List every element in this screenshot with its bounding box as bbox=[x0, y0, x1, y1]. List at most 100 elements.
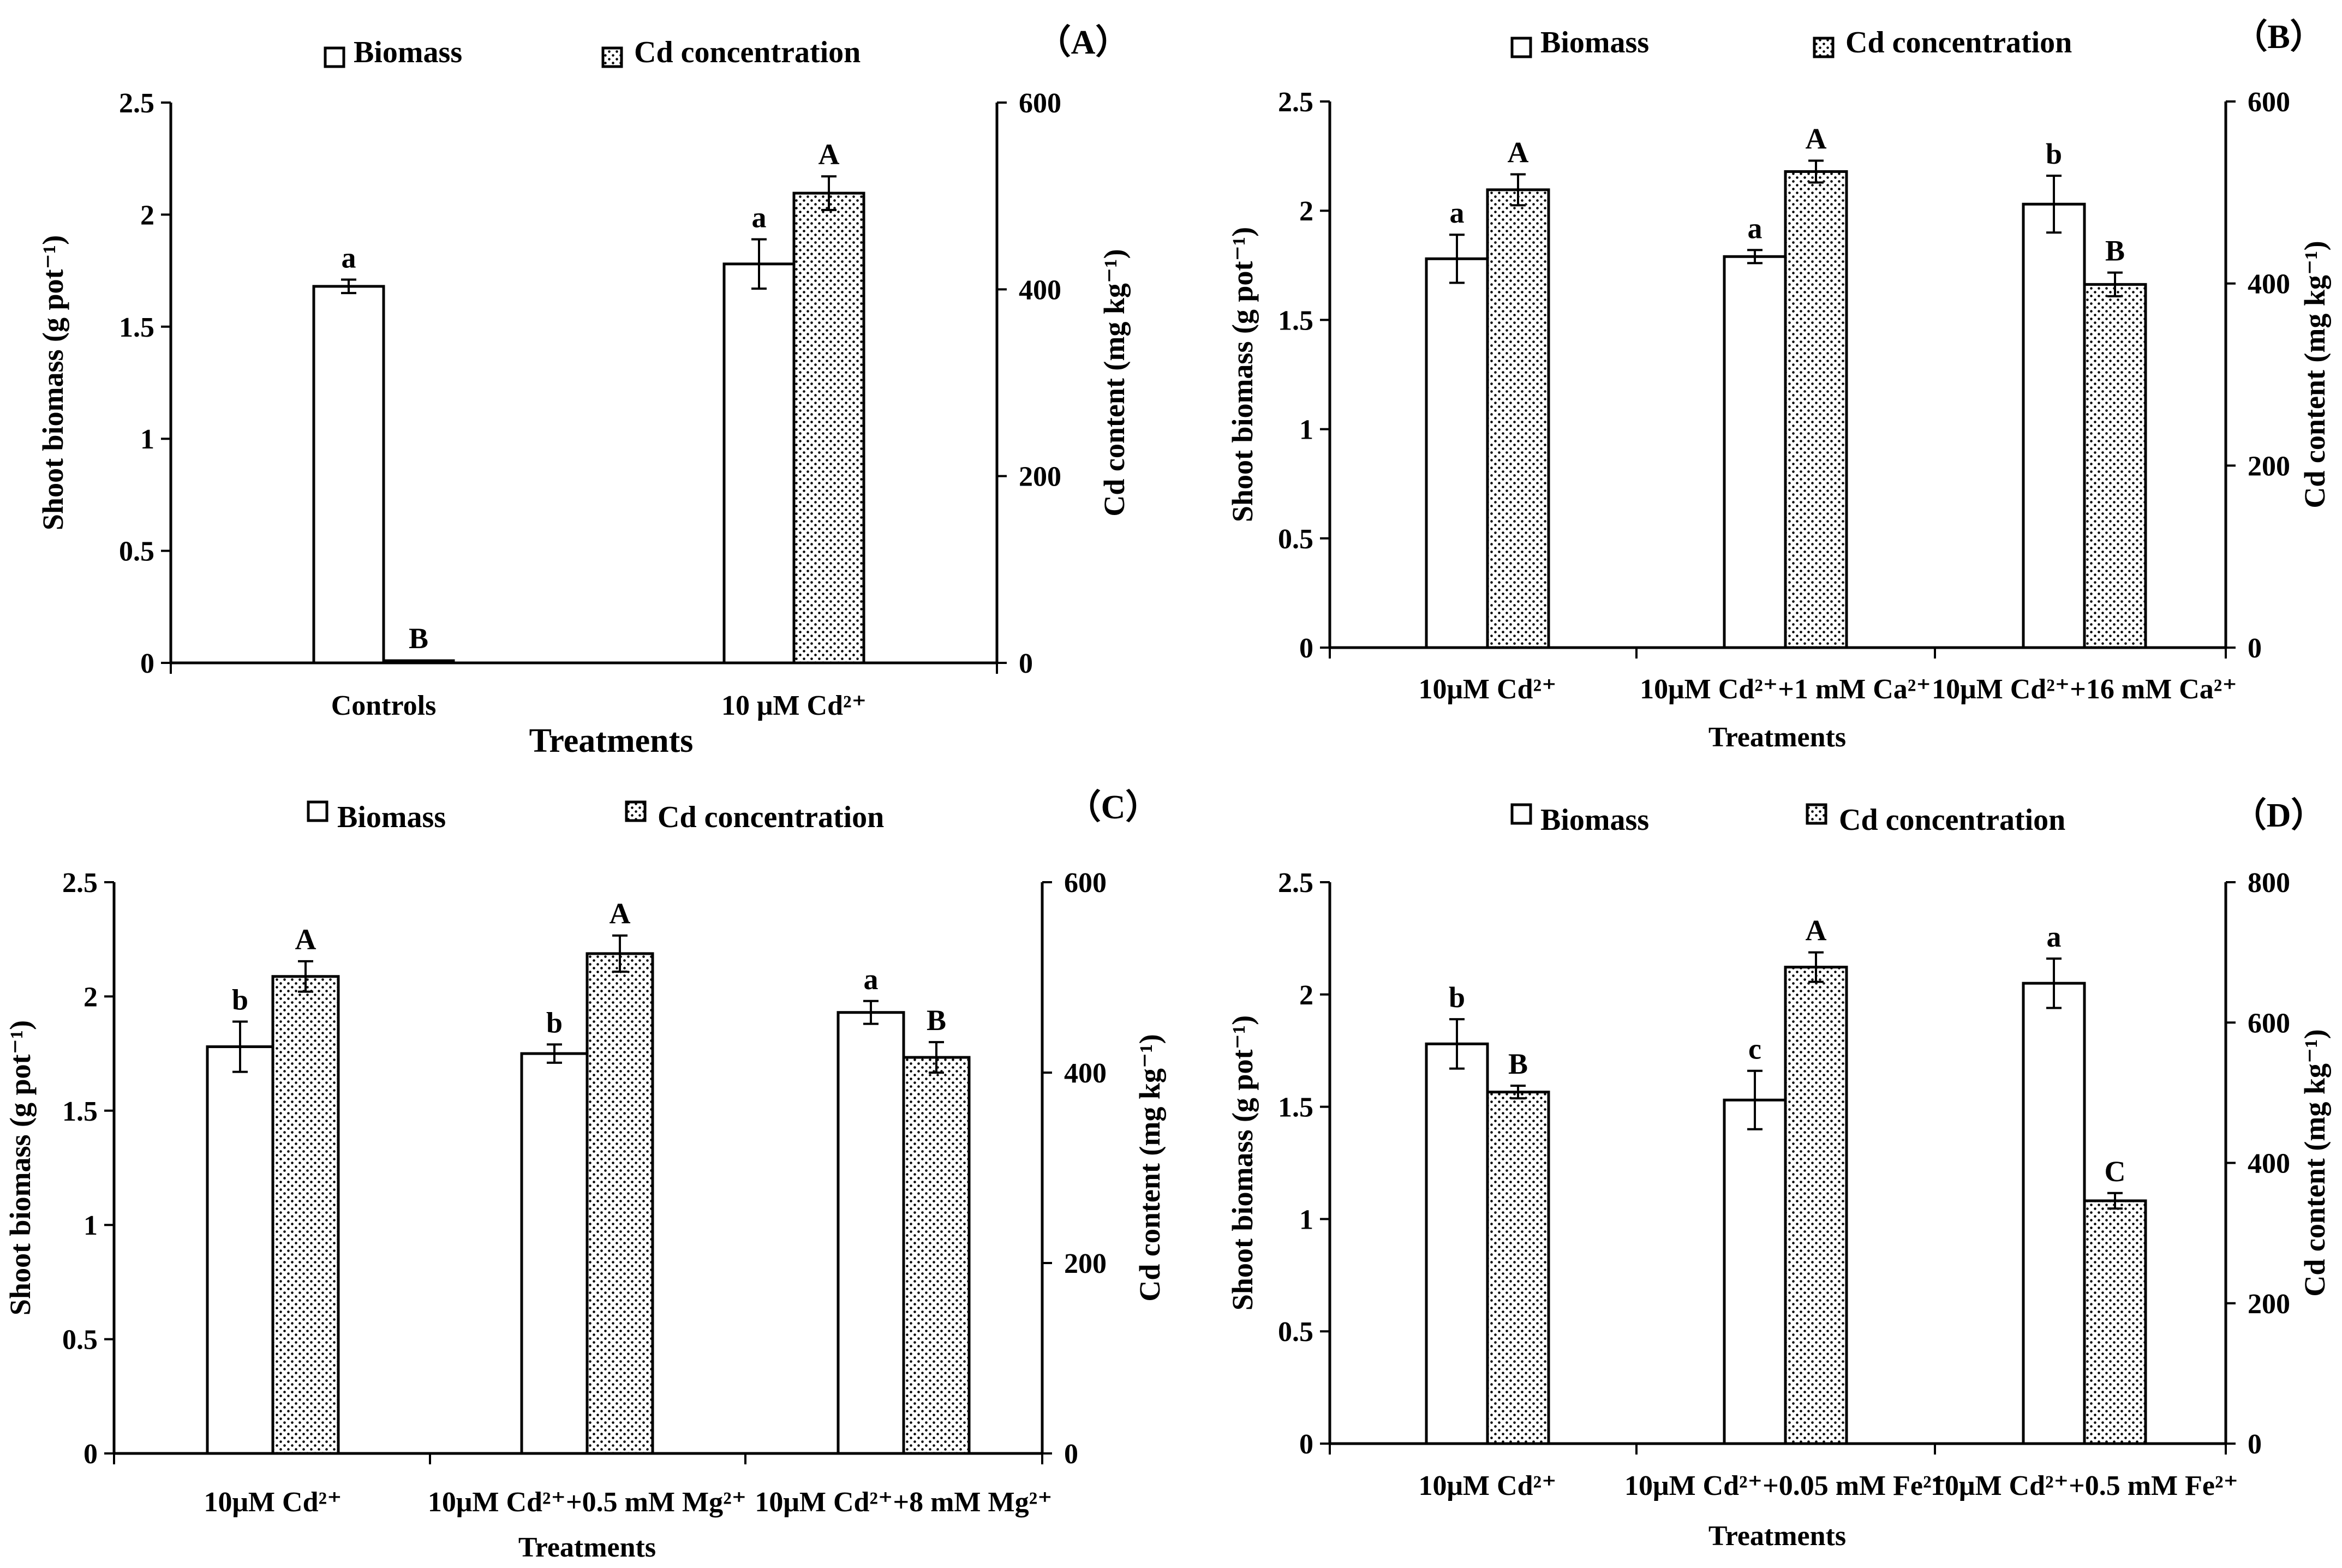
y-tick-label: 2 bbox=[1299, 196, 1313, 227]
bar-biomass bbox=[837, 1011, 905, 1455]
y-tick-label: 2 bbox=[83, 982, 98, 1013]
bar-biomass bbox=[722, 262, 796, 665]
y-tick-label: 1.5 bbox=[62, 1096, 98, 1127]
x-tick-label: 10μM Cd²⁺+1 mM Ca²⁺ bbox=[1640, 674, 1931, 705]
significance-letter: A bbox=[1806, 122, 1827, 155]
significance-letter: C bbox=[2105, 1155, 2126, 1188]
y-axis-title: Shoot biomass (g pot⁻¹) bbox=[4, 1020, 37, 1315]
y2-tick-label: 600 bbox=[1019, 88, 1061, 119]
x-tick-label: 10μM Cd²⁺+0.05 mM Fe²⁺ bbox=[1624, 1470, 1946, 1501]
x-tick-label: 10μM Cd²⁺+0.5 mM Mg²⁺ bbox=[428, 1487, 746, 1518]
y-tick-label: 0.5 bbox=[1278, 524, 1313, 555]
y-tick-label: 0.5 bbox=[1278, 1316, 1313, 1348]
y-tick-label: 0.5 bbox=[62, 1325, 98, 1356]
x-axis-title: Treatments bbox=[1708, 1521, 1846, 1552]
significance-letter: b bbox=[1449, 981, 1465, 1014]
x-tick-label: 10μM Cd²⁺+8 mM Mg²⁺ bbox=[755, 1487, 1052, 1518]
bar-biomass bbox=[1723, 1098, 1787, 1445]
legend-label-cd: Cd concentration bbox=[658, 800, 884, 834]
x-tick-label: 10μM Cd²⁺ bbox=[204, 1487, 342, 1518]
legend-label-biomass: Biomass bbox=[337, 800, 446, 834]
y-tick-label: 1.5 bbox=[119, 312, 154, 343]
significance-letter: A bbox=[1806, 914, 1827, 947]
legend-swatch-cd bbox=[1806, 803, 1827, 825]
significance-letter: b bbox=[2046, 137, 2062, 170]
significance-letter: a bbox=[1450, 196, 1465, 229]
significance-letter: A bbox=[818, 138, 840, 171]
x-axis-title: Treatments bbox=[529, 722, 694, 759]
bar-cd-concentration bbox=[1486, 188, 1550, 649]
significance-letter: B bbox=[927, 1004, 946, 1037]
significance-letter: b bbox=[546, 1006, 563, 1039]
bar-biomass bbox=[520, 1052, 589, 1455]
y2-tick-label: 400 bbox=[1064, 1058, 1107, 1089]
x-tick-label: Controls bbox=[331, 690, 437, 721]
legend-swatch-cd bbox=[601, 46, 623, 68]
y2-tick-label: 400 bbox=[1019, 274, 1061, 306]
chart-panel-a: 0 0.5 1 1.5 2 2.5 0 200 400 600 a B Controls a A 10 μM … bbox=[37, 23, 1131, 759]
y-tick-label: 1 bbox=[1299, 1204, 1313, 1235]
y-tick-label: 0 bbox=[83, 1439, 98, 1470]
x-tick-label: 10μM Cd²⁺+0.5 mM Fe²⁺ bbox=[1931, 1470, 2238, 1501]
panel-label: （D） bbox=[2233, 796, 2325, 834]
y-tick-label: 0 bbox=[140, 648, 154, 679]
x-tick-label: 10 μM Cd²⁺ bbox=[721, 690, 867, 721]
significance-letter: A bbox=[295, 923, 316, 956]
bar-biomass bbox=[2022, 982, 2086, 1445]
legend-label-cd: Cd concentration bbox=[1845, 26, 2072, 59]
significance-letter: A bbox=[1508, 136, 1529, 169]
legend-swatch-biomass bbox=[1510, 37, 1532, 58]
bar-cd-concentration bbox=[792, 191, 865, 665]
y-axis-title: Shoot biomass (g pot⁻¹) bbox=[1226, 1015, 1259, 1310]
x-tick-label: 10μM Cd²⁺+16 mM Ca²⁺ bbox=[1932, 674, 2237, 705]
bar-biomass bbox=[1723, 255, 1787, 649]
y-tick-label: 2 bbox=[140, 200, 154, 231]
bar-cd-concentration bbox=[2083, 1199, 2147, 1445]
bar-biomass bbox=[1425, 257, 1489, 649]
y2-tick-label: 200 bbox=[2248, 451, 2290, 482]
legend-swatch-biomass bbox=[324, 46, 345, 68]
y2-tick-label: 200 bbox=[2248, 1289, 2290, 1320]
y-tick-label: 1.5 bbox=[1278, 1092, 1313, 1123]
y2-tick-label: 200 bbox=[1019, 462, 1061, 493]
y2-tick-label: 400 bbox=[2248, 1148, 2290, 1180]
legend-swatch-biomass bbox=[307, 800, 328, 822]
legend-label-cd: Cd concentration bbox=[1839, 803, 2065, 837]
y2-tick-label: 800 bbox=[2248, 867, 2290, 899]
bar-cd-concentration bbox=[1784, 170, 1848, 649]
y2-tick-label: 0 bbox=[2248, 1429, 2262, 1460]
legend-swatch-cd bbox=[625, 800, 647, 822]
y2-tick-label: 600 bbox=[2248, 1008, 2290, 1039]
significance-letter: a bbox=[752, 201, 767, 234]
y-tick-label: 2 bbox=[1299, 980, 1313, 1011]
significance-letter: a bbox=[1748, 212, 1763, 244]
y2-tick-label: 600 bbox=[1064, 867, 1107, 899]
x-axis-title: Treatments bbox=[518, 1532, 656, 1563]
bar-biomass bbox=[1425, 1042, 1489, 1445]
legend-swatch-biomass bbox=[1510, 803, 1532, 825]
y-tick-label: 2.5 bbox=[1278, 87, 1313, 118]
y-axis-title: Shoot biomass (g pot⁻¹) bbox=[1226, 227, 1259, 522]
y-tick-label: 2.5 bbox=[119, 88, 154, 119]
panel-label: （B） bbox=[2233, 17, 2323, 56]
y-axis-title: Shoot biomass (g pot⁻¹) bbox=[37, 235, 69, 530]
y-tick-label: 0 bbox=[1299, 633, 1313, 664]
x-tick-label: 10μM Cd²⁺ bbox=[1418, 1470, 1556, 1501]
significance-letter: A bbox=[610, 897, 631, 930]
y-tick-label: 1 bbox=[83, 1210, 98, 1241]
bar-cd-concentration bbox=[1784, 966, 1848, 1445]
legend-label-biomass: Biomass bbox=[354, 35, 462, 69]
x-axis-title: Treatments bbox=[1708, 722, 1846, 753]
legend-label-biomass: Biomass bbox=[1540, 803, 1649, 837]
y-tick-label: 0 bbox=[1299, 1429, 1313, 1460]
chart-panel-c: 0 0.5 1 1.5 2 2.5 0 200 400 600 b A 10μM Cd²⁺ b A 10μM … bbox=[4, 788, 1166, 1563]
y2-axis-title: Cd content (mg kg⁻¹) bbox=[1098, 249, 1131, 516]
y-tick-label: 1 bbox=[140, 424, 154, 455]
significance-letter: b bbox=[232, 983, 248, 1016]
y2-tick-label: 0 bbox=[1019, 648, 1033, 679]
legend-label-cd: Cd concentration bbox=[634, 35, 861, 69]
bar-biomass bbox=[312, 285, 385, 665]
y-tick-label: 1.5 bbox=[1278, 305, 1313, 336]
bar-cd-concentration bbox=[902, 1056, 971, 1455]
significance-letter: B bbox=[1508, 1048, 1528, 1080]
